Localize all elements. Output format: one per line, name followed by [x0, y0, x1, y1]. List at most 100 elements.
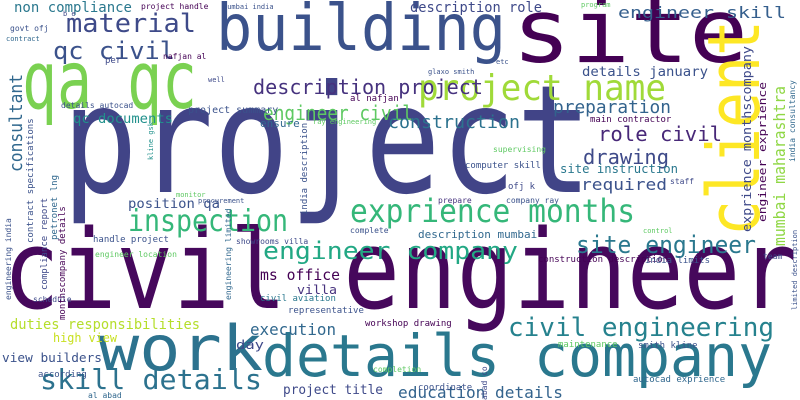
word: site	[512, 0, 748, 83]
word: contract	[6, 35, 40, 43]
word: control	[643, 227, 673, 235]
word: construction description	[538, 255, 668, 265]
word: ofj k	[508, 182, 536, 192]
word: villa	[297, 283, 337, 297]
word: company ray	[506, 196, 559, 205]
word: procurement	[198, 197, 244, 205]
word: india limits	[645, 256, 710, 266]
word: autocad exprience	[633, 375, 725, 385]
word: schedule	[33, 295, 72, 304]
word: building	[216, 0, 506, 66]
word: details january	[582, 65, 708, 80]
word: b e	[63, 10, 76, 18]
word: staff	[670, 177, 694, 186]
word: high view	[53, 331, 118, 345]
word: view builders	[2, 351, 102, 365]
word: etc	[496, 58, 509, 66]
word: engineering limited	[224, 208, 233, 300]
word: smith kline	[638, 341, 698, 351]
word: project name	[418, 68, 666, 109]
word: client	[692, 20, 776, 236]
word: details company	[262, 322, 772, 390]
word: well	[208, 76, 225, 84]
word: maintenance	[558, 340, 618, 350]
word: required	[581, 175, 667, 194]
word: site instruction	[560, 162, 678, 176]
word: qc civil	[53, 37, 175, 65]
word: execution	[250, 320, 336, 339]
word: supervising	[493, 145, 546, 154]
word: description role	[410, 0, 542, 16]
word: limited description	[791, 230, 799, 310]
word: project title	[283, 383, 383, 398]
word: engineer civil	[263, 101, 413, 125]
word: contract specifications	[26, 118, 36, 243]
word: civil aviation	[260, 294, 336, 304]
word: engineer location	[95, 250, 177, 259]
word: coordinate	[418, 383, 472, 393]
word: al abad	[88, 391, 122, 400]
word: monitor	[176, 191, 206, 199]
word: petronet lng	[50, 175, 60, 240]
word: non compliance	[14, 0, 132, 16]
word: exprience months	[350, 192, 635, 230]
word: preparation	[553, 97, 671, 118]
word: qc documents	[73, 112, 173, 127]
word: engineer skill	[618, 3, 786, 22]
word: ms office	[260, 266, 340, 284]
word: civil engineer	[3, 206, 797, 334]
word: engineering india	[4, 218, 13, 300]
word: complete	[350, 226, 389, 235]
word: description project	[253, 75, 483, 99]
word: compliance report	[40, 198, 50, 290]
word: monthscompany details	[58, 206, 68, 320]
word: india consultancy	[788, 80, 797, 162]
word: showrooms villa	[236, 237, 308, 246]
word: per	[105, 56, 122, 66]
word: govt ofj	[10, 24, 49, 33]
word: engineer exprience	[756, 82, 769, 222]
word: work	[98, 312, 263, 385]
word: project summary	[188, 105, 278, 116]
word: duties responsibilities	[10, 317, 200, 333]
word: project handle	[141, 2, 209, 11]
word: handle project	[93, 235, 169, 245]
word: project	[62, 54, 592, 228]
word: prepare	[438, 196, 472, 205]
word: consultant	[6, 74, 27, 172]
word: material	[66, 9, 196, 39]
word: main contractor	[590, 115, 672, 125]
word: exprience monthscompany	[740, 46, 754, 232]
word: according	[38, 370, 87, 380]
word: civil engineering	[508, 313, 774, 343]
word: construction	[388, 112, 520, 133]
word: computer skill	[465, 161, 541, 171]
word: engineer company	[263, 237, 518, 265]
word: description mumbai	[418, 228, 537, 241]
word: abad co	[480, 366, 489, 400]
word: position qa	[128, 197, 220, 212]
word: ensure	[260, 117, 300, 130]
word: completion	[373, 365, 421, 374]
word: qa qc	[22, 34, 197, 127]
word: india description	[300, 123, 310, 215]
word: representative	[288, 306, 364, 316]
word: ray engineering	[313, 118, 376, 126]
word: skill details	[40, 363, 262, 396]
word: role civil	[598, 122, 722, 146]
word: drawing	[583, 145, 669, 169]
word: workshop drawing	[365, 319, 452, 329]
word: kline gsk	[147, 121, 155, 160]
word: glaxo smith	[428, 68, 474, 76]
word: mumbai india	[223, 3, 274, 11]
word: program	[581, 1, 611, 9]
word: nafjan al	[163, 52, 207, 61]
word: al nafjan	[350, 94, 399, 104]
word: details autocad	[61, 101, 133, 110]
word: inspection	[128, 204, 288, 239]
word: day	[236, 338, 264, 352]
word: mumbai maharashtra	[770, 86, 789, 246]
word: site engineer	[576, 231, 756, 259]
